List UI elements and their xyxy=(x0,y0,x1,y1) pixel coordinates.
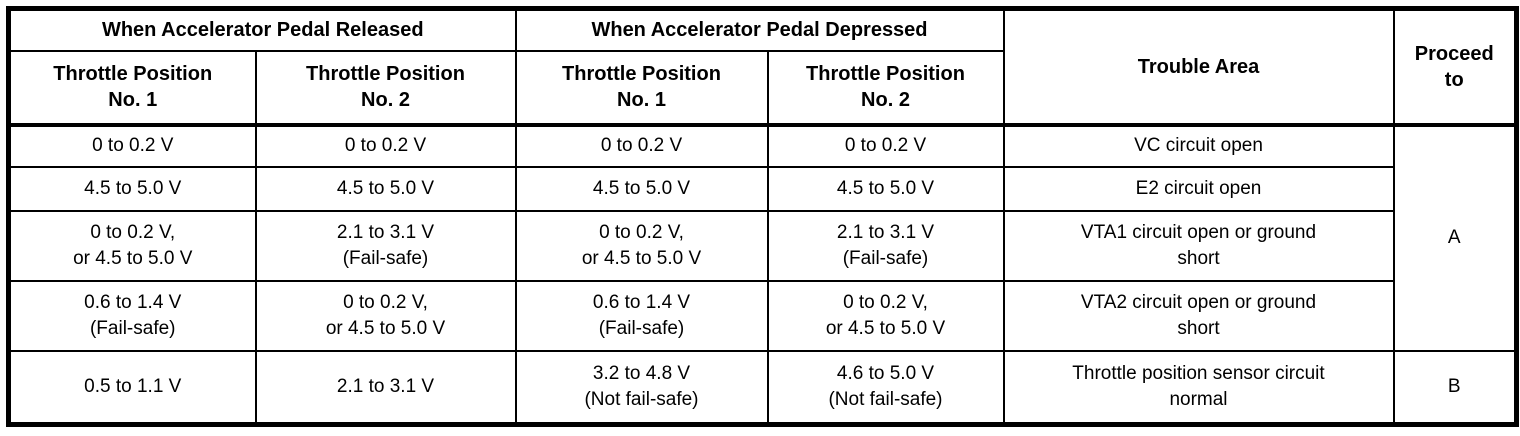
subheader-released-no2: Throttle Position No. 2 xyxy=(254,49,517,127)
header-pedal-released: When Accelerator Pedal Released xyxy=(7,7,517,52)
header-pedal-depressed: When Accelerator Pedal Depressed xyxy=(514,7,1005,52)
table-row-e2-open: 4.5 to 5.0 V 4.5 to 5.0 V 4.5 to 5.0 V 4… xyxy=(7,165,1517,212)
trouble-area-cell-r1: E2 circuit open xyxy=(1002,165,1395,212)
voltage-cell-r3c0: 0.6 to 1.4 V (Fail-safe) xyxy=(7,279,257,352)
voltage-cell-r0c0: 0 to 0.2 V xyxy=(7,123,257,168)
table-row-sensor-normal: 0.5 to 1.1 V 2.1 to 3.1 V 3.2 to 4.8 V (… xyxy=(7,349,1518,426)
voltage-cell-r3c1: 0 to 0.2 V, or 4.5 to 5.0 V xyxy=(254,279,517,352)
voltage-cell-r2c2: 0 to 0.2 V, or 4.5 to 5.0 V xyxy=(514,209,769,282)
voltage-cell-r2c0: 0 to 0.2 V, or 4.5 to 5.0 V xyxy=(7,209,257,282)
voltage-cell-r0c2: 0 to 0.2 V xyxy=(514,123,769,168)
voltage-cell-r0c1: 0 to 0.2 V xyxy=(254,123,517,168)
header-trouble-area: Trouble Area xyxy=(1002,7,1395,127)
proceed-cell-a: A xyxy=(1392,123,1518,352)
voltage-cell-r1c1: 4.5 to 5.0 V xyxy=(254,165,517,212)
subheader-released-no1: Throttle Position No. 1 xyxy=(7,49,257,127)
trouble-area-cell-r0: VC circuit open xyxy=(1002,123,1395,168)
trouble-area-cell-r4: Throttle position sensor circuit normal xyxy=(1002,349,1395,426)
subheader-depressed-no1: Throttle Position No. 1 xyxy=(514,49,769,127)
voltage-cell-r1c3: 4.5 to 5.0 V xyxy=(766,165,1005,212)
throttle-position-diagnostic-table: When Accelerator Pedal Released When Acc… xyxy=(6,6,1519,427)
voltage-cell-r0c3: 0 to 0.2 V xyxy=(766,123,1005,168)
voltage-cell-r4c0: 0.5 to 1.1 V xyxy=(7,349,257,426)
table-row-vta2: 0.6 to 1.4 V (Fail-safe) 0 to 0.2 V, or … xyxy=(7,279,1517,352)
voltage-cell-r3c3: 0 to 0.2 V, or 4.5 to 5.0 V xyxy=(766,279,1005,352)
table-row-vc-open: 0 to 0.2 V 0 to 0.2 V 0 to 0.2 V 0 to 0.… xyxy=(7,123,1518,352)
voltage-cell-r4c2: 3.2 to 4.8 V (Not fail-safe) xyxy=(514,349,769,426)
voltage-cell-r3c2: 0.6 to 1.4 V (Fail-safe) xyxy=(514,279,769,352)
voltage-cell-r1c0: 4.5 to 5.0 V xyxy=(7,165,257,212)
subheader-depressed-no2: Throttle Position No. 2 xyxy=(766,49,1005,127)
header-proceed-to: Proceed to xyxy=(1392,7,1518,127)
trouble-area-cell-r2: VTA1 circuit open or ground short xyxy=(1002,209,1395,282)
trouble-area-cell-r3: VTA2 circuit open or ground short xyxy=(1002,279,1395,352)
table-row-vta1: 0 to 0.2 V, or 4.5 to 5.0 V 2.1 to 3.1 V… xyxy=(7,209,1517,282)
voltage-cell-r2c1: 2.1 to 3.1 V (Fail-safe) xyxy=(254,209,517,282)
voltage-cell-r2c3: 2.1 to 3.1 V (Fail-safe) xyxy=(766,209,1005,282)
proceed-cell-b: B xyxy=(1392,349,1518,426)
voltage-cell-r1c2: 4.5 to 5.0 V xyxy=(514,165,769,212)
voltage-cell-r4c1: 2.1 to 3.1 V xyxy=(254,349,517,426)
header-row-throttle-positions: Throttle Position No. 1 Throttle Positio… xyxy=(7,49,1517,127)
header-row-conditions: When Accelerator Pedal Released When Acc… xyxy=(7,7,1518,127)
voltage-cell-r4c3: 4.6 to 5.0 V (Not fail-safe) xyxy=(766,349,1005,426)
